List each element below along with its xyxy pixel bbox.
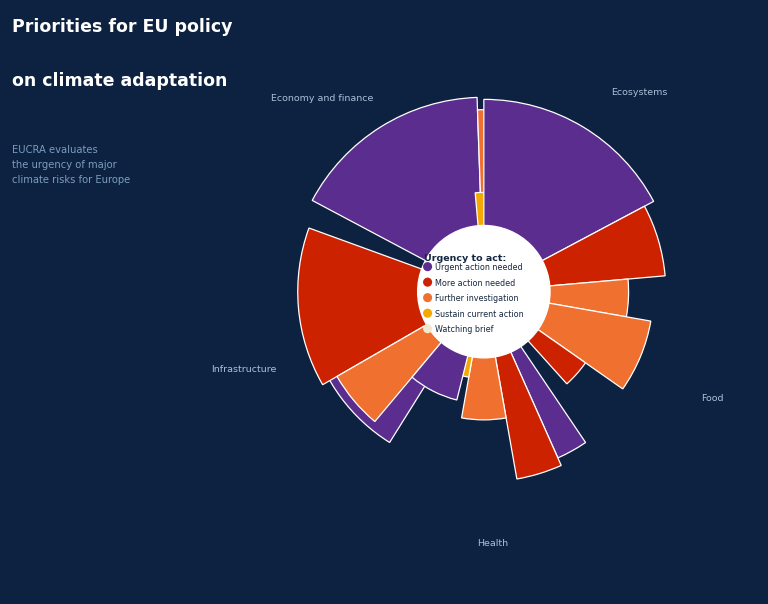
Wedge shape <box>495 148 558 256</box>
Circle shape <box>423 278 432 287</box>
Wedge shape <box>484 100 654 272</box>
Wedge shape <box>337 312 457 422</box>
Text: Sustain current action: Sustain current action <box>435 310 523 319</box>
Text: Urgency to act:: Urgency to act: <box>424 254 506 263</box>
Text: Urgent action needed: Urgent action needed <box>435 263 522 272</box>
Text: Infrastructure: Infrastructure <box>211 365 276 374</box>
Circle shape <box>423 324 432 333</box>
Wedge shape <box>491 329 561 479</box>
Text: EUCRA evaluates
the urgency of major
climate risks for Europe: EUCRA evaluates the urgency of major cli… <box>12 145 130 185</box>
Text: Watching brief: Watching brief <box>435 326 493 335</box>
Wedge shape <box>507 323 525 343</box>
Circle shape <box>418 225 550 358</box>
Wedge shape <box>511 315 585 384</box>
Wedge shape <box>475 193 491 251</box>
Text: Further investigation: Further investigation <box>435 294 518 303</box>
Wedge shape <box>450 330 477 377</box>
Text: Ecosystems: Ecosystems <box>611 88 667 97</box>
Wedge shape <box>521 206 665 288</box>
Text: More action needed: More action needed <box>435 279 515 288</box>
Text: on climate adaptation: on climate adaptation <box>12 72 227 91</box>
Wedge shape <box>313 97 482 272</box>
Text: Health: Health <box>477 539 508 548</box>
Wedge shape <box>312 303 462 443</box>
Circle shape <box>423 309 432 318</box>
Wedge shape <box>501 326 585 458</box>
Wedge shape <box>518 299 650 389</box>
Wedge shape <box>525 279 628 316</box>
Circle shape <box>423 262 432 271</box>
Text: Priorities for EU policy: Priorities for EU policy <box>12 18 232 36</box>
Wedge shape <box>298 228 448 385</box>
Text: Economy and finance: Economy and finance <box>270 94 373 103</box>
Wedge shape <box>462 332 506 420</box>
Text: Food: Food <box>701 394 723 403</box>
Wedge shape <box>412 323 474 400</box>
Wedge shape <box>478 110 531 252</box>
Wedge shape <box>455 327 468 341</box>
Circle shape <box>423 293 432 302</box>
